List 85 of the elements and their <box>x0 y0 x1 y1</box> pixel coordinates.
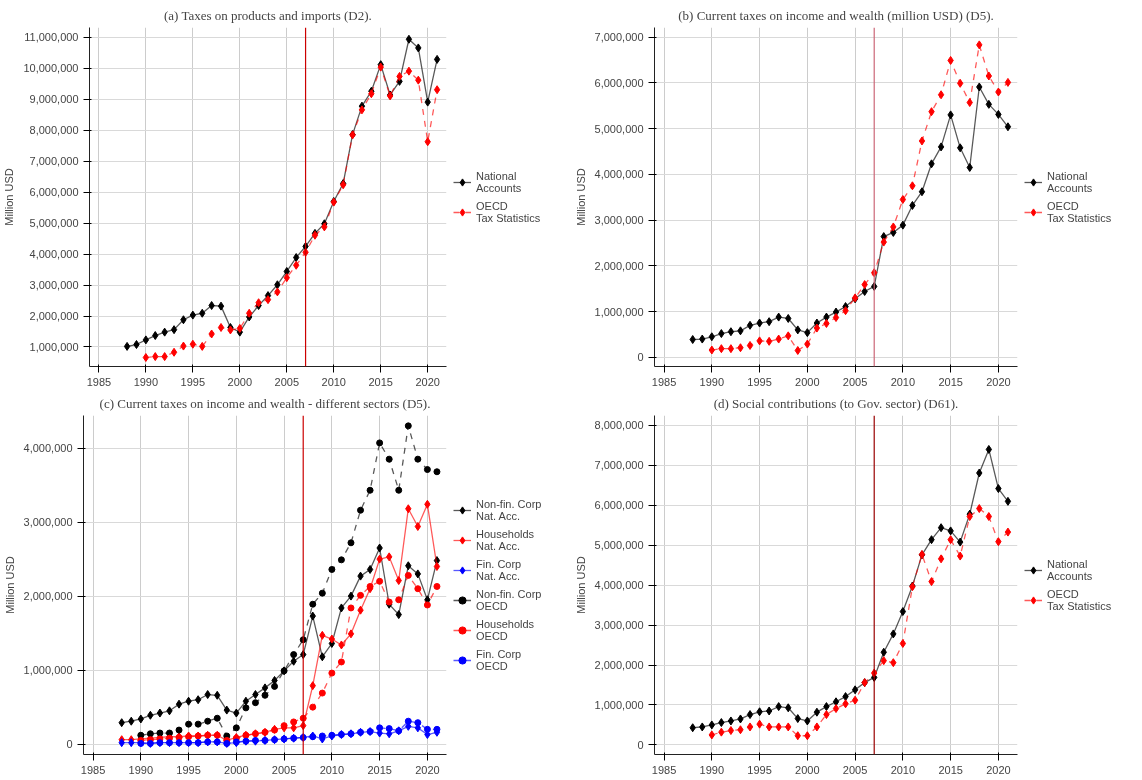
y-axis-title: Million USD <box>3 168 16 226</box>
y-tick-label: 11,000,000 <box>24 31 79 44</box>
legend-label: National Accounts <box>1047 169 1093 194</box>
y-tick-label: 8,000,000 <box>594 419 644 432</box>
x-tick-label: 2010 <box>890 375 916 388</box>
x-tick-label: 2015 <box>367 763 392 776</box>
x-tick-label: 2010 <box>319 763 345 776</box>
x-tick-label: 2020 <box>986 375 1011 388</box>
chart-title: (c) Current taxes on income and wealth - different sectors (D5). <box>99 395 431 411</box>
x-tick-label: 1995 <box>176 763 201 776</box>
x-tick-label: 2005 <box>842 763 868 776</box>
x-tick-label: 1990 <box>128 763 154 776</box>
y-tick-label: 0 <box>637 738 644 751</box>
x-tick-label: 2000 <box>795 375 820 388</box>
y-tick-label: 6,000,000 <box>594 76 644 89</box>
x-tick-label: 2000 <box>227 375 253 388</box>
x-tick-label: 2010 <box>321 375 347 388</box>
legend-label: OECD Tax Statistics <box>1047 199 1112 224</box>
x-tick-label: 1995 <box>747 375 772 388</box>
x-tick-label: 2010 <box>890 763 916 776</box>
x-tick-label: 2000 <box>224 763 249 776</box>
chart-title: (d) Social contributions (to Gov. sector) (D61). <box>713 395 959 411</box>
x-tick-label: 1985 <box>86 375 112 388</box>
legend-label: Fin. Corp Nat. Acc. <box>476 557 522 582</box>
y-tick-label: 5,000,000 <box>594 539 644 552</box>
y-tick-label: 3,000,000 <box>594 214 644 227</box>
legend-label: National Accounts <box>1047 557 1093 582</box>
y-tick-label: 6,000,000 <box>594 499 644 512</box>
y-tick-label: 2,000,000 <box>29 310 79 323</box>
y-axis-title: Million USD <box>574 556 587 614</box>
chart-title: (b) Current taxes on income and wealth (million USD) (D5). <box>678 7 994 23</box>
x-tick-label: 2005 <box>271 763 297 776</box>
y-tick-label: 10,000,000 <box>23 62 79 75</box>
x-tick-label: 2020 <box>415 763 440 776</box>
x-tick-label: 1985 <box>80 763 106 776</box>
y-tick-label: 1,000,000 <box>594 698 644 711</box>
y-axis-title: Million USD <box>574 168 587 226</box>
y-tick-label: 5,000,000 <box>29 217 79 230</box>
legend-label: Households Nat. Acc. <box>476 527 535 552</box>
y-tick-label: 3,000,000 <box>594 619 644 632</box>
x-tick-label: 1990 <box>133 375 159 388</box>
x-tick-label: 2015 <box>938 375 963 388</box>
x-tick-label: 2015 <box>938 763 963 776</box>
x-tick-label: 2015 <box>368 375 393 388</box>
y-tick-label: 2,000,000 <box>594 259 644 272</box>
y-tick-label: 0 <box>637 351 644 364</box>
y-tick-label: 4,000,000 <box>29 248 79 261</box>
legend-label: Households OECD <box>476 617 535 642</box>
legend-label: OECD Tax Statistics <box>1047 587 1112 612</box>
y-tick-label: 0 <box>66 738 73 751</box>
y-tick-label: 4,000,000 <box>594 168 644 181</box>
x-tick-label: 2005 <box>274 375 300 388</box>
y-tick-label: 6,000,000 <box>29 186 79 199</box>
y-tick-label: 1,000,000 <box>594 305 644 318</box>
y-tick-label: 4,000,000 <box>594 579 644 592</box>
x-tick-label: 1995 <box>747 763 772 776</box>
y-tick-label: 2,000,000 <box>23 590 73 603</box>
y-tick-label: 8,000,000 <box>29 124 79 137</box>
x-tick-label: 1990 <box>699 375 725 388</box>
y-tick-label: 1,000,000 <box>23 664 73 677</box>
legend-label: Non-fin. Corp OECD <box>476 587 542 612</box>
x-tick-label: 1985 <box>651 375 677 388</box>
x-tick-label: 1995 <box>180 375 206 388</box>
x-tick-label: 2020 <box>415 375 440 388</box>
y-axis-title: Million USD <box>3 556 16 614</box>
y-tick-label: 3,000,000 <box>23 516 73 529</box>
legend-label: National Accounts <box>476 169 522 194</box>
y-tick-label: 7,000,000 <box>594 31 644 44</box>
legend-label: Non-fin. Corp Nat. Acc. <box>476 497 542 522</box>
x-tick-label: 2020 <box>986 763 1011 776</box>
y-tick-label: 3,000,000 <box>29 279 79 292</box>
x-tick-label: 2000 <box>795 763 820 776</box>
legend-label: Fin. Corp OECD <box>476 647 522 672</box>
y-tick-label: 1,000,000 <box>29 341 79 353</box>
chart-title: (a) Taxes on products and imports (D2). <box>163 7 372 23</box>
y-tick-label: 5,000,000 <box>594 122 644 135</box>
legend-label: OECD Tax Statistics <box>476 199 541 224</box>
y-tick-label: 7,000,000 <box>29 155 79 168</box>
x-tick-label: 1990 <box>699 763 725 776</box>
y-tick-label: 7,000,000 <box>594 459 644 472</box>
y-tick-label: 4,000,000 <box>23 442 73 455</box>
x-tick-label: 2005 <box>842 375 868 388</box>
y-tick-label: 2,000,000 <box>594 659 644 672</box>
x-tick-label: 1985 <box>651 763 677 776</box>
y-tick-label: 9,000,000 <box>29 93 79 106</box>
